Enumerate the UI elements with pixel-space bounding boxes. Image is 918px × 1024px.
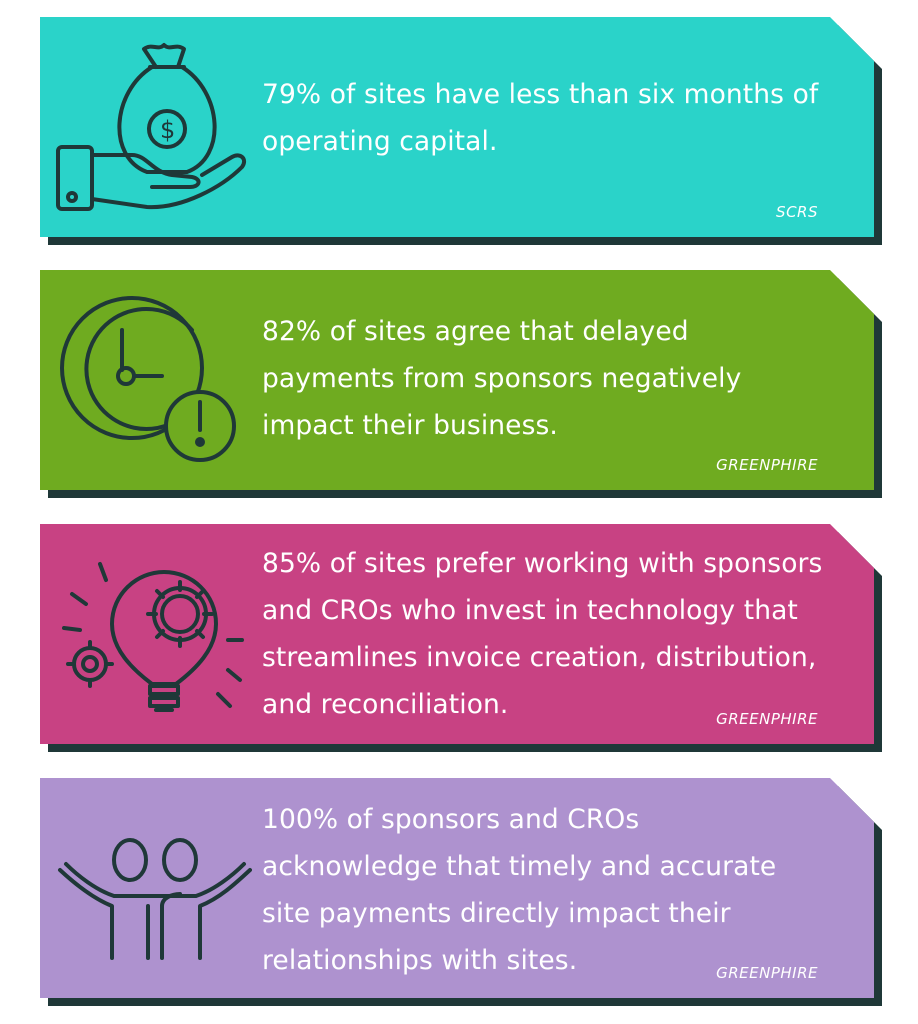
card-panel: 85% of sites prefer working with sponsor… [40, 524, 874, 744]
card-panel: 100% of sponsors and CROs acknowledge th… [40, 778, 874, 998]
stat-card-technology: 85% of sites prefer working with sponsor… [40, 524, 882, 752]
stat-line: payments from sponsors negatively [262, 363, 742, 394]
stat-card-delayed-payments: 82% of sites agree that delayed payments… [40, 270, 882, 498]
clock-alert-icon [52, 290, 252, 470]
card-panel: $ 79% of sites have less than six months… [40, 17, 874, 237]
stat-card-operating-capital: $ 79% of sites have less than six months… [40, 17, 882, 245]
stat-line: relationships with sites. [262, 945, 578, 976]
stat-line: and reconciliation. [262, 689, 509, 720]
stat-line: 79% of sites have less than six months o… [262, 79, 819, 110]
stat-text: 82% of sites agree that delayed payments… [262, 308, 741, 449]
source-label: GREENPHIRE [716, 456, 818, 474]
stat-line: site payments directly impact their [262, 898, 731, 929]
stat-text: 79% of sites have less than six months o… [262, 71, 818, 165]
stat-line: acknowledge that timely and accurate [262, 851, 777, 882]
svg-text:$: $ [160, 116, 175, 144]
source-label: GREENPHIRE [716, 710, 818, 728]
stat-line: 85% of sites prefer working with sponsor… [262, 548, 823, 579]
people-celebrating-icon [52, 798, 252, 978]
stat-line: operating capital. [262, 126, 498, 157]
card-panel: 82% of sites agree that delayed payments… [40, 270, 874, 490]
stat-line: 82% of sites agree that delayed [262, 316, 689, 347]
stat-card-relationships: 100% of sponsors and CROs acknowledge th… [40, 778, 882, 1006]
stat-line: impact their business. [262, 410, 558, 441]
stat-line: 100% of sponsors and CROs [262, 804, 640, 835]
stat-line: and CROs who invest in technology that [262, 595, 798, 626]
source-label: SCRS [776, 203, 818, 221]
stat-text: 85% of sites prefer working with sponsor… [262, 540, 822, 728]
money-bag-hand-icon: $ [52, 37, 252, 217]
stat-line: streamlines invoice creation, distributi… [262, 642, 817, 673]
source-label: GREENPHIRE [716, 964, 818, 982]
stat-text: 100% of sponsors and CROs acknowledge th… [262, 796, 776, 984]
lightbulb-gears-icon [52, 544, 252, 724]
